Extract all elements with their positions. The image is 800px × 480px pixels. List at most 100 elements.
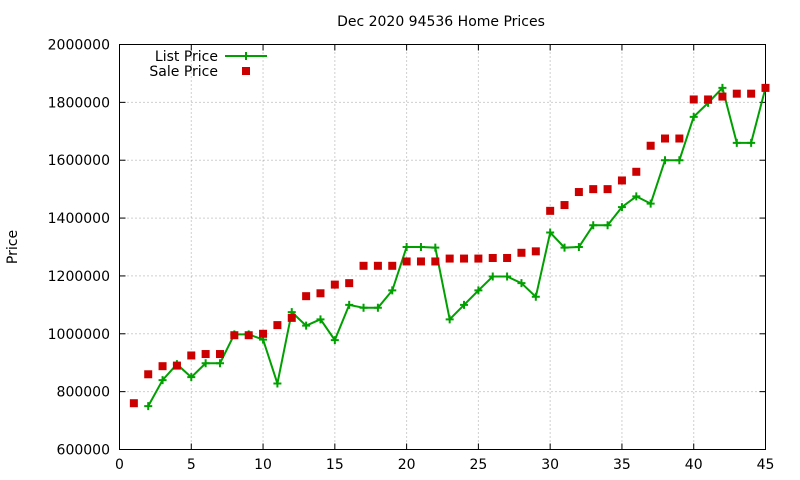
- list-price-point: [273, 379, 282, 388]
- sale-price-point: [718, 92, 727, 101]
- sale-price-point: [574, 188, 583, 197]
- list-price-point: [632, 192, 641, 201]
- x-tick-label: 35: [613, 457, 631, 473]
- y-tick-label: 600000: [57, 443, 110, 459]
- sale-price-point: [503, 253, 512, 262]
- list-price-point: [474, 286, 483, 295]
- list-price-point: [732, 138, 741, 147]
- y-tick-label: 800000: [57, 385, 110, 401]
- series-list-price: [144, 83, 770, 411]
- sale-price-point: [661, 134, 670, 143]
- sale-price-point: [747, 89, 756, 98]
- sale-price-point: [732, 89, 741, 98]
- sale-price-point: [129, 399, 138, 408]
- x-tick-label: 30: [541, 457, 559, 473]
- y-tick-label: 1200000: [48, 269, 110, 285]
- sale-price-point: [617, 176, 626, 185]
- sale-price-point: [761, 83, 770, 92]
- sale-price-point: [287, 313, 296, 322]
- sale-price-point: [359, 261, 368, 270]
- sale-price-point: [445, 254, 454, 263]
- list-price-point: [402, 243, 411, 251]
- list-price-point: [316, 315, 325, 324]
- legend-marker-sale-price: [242, 67, 250, 75]
- sale-price-point: [531, 247, 540, 256]
- list-price-point: [560, 243, 569, 252]
- list-price-point: [503, 272, 512, 281]
- chart-title: Dec 2020 94536 Home Prices: [337, 14, 545, 30]
- list-price-point: [302, 321, 311, 330]
- list-price-point: [388, 286, 397, 295]
- sale-price-point: [187, 351, 196, 360]
- list-price-point: [144, 402, 153, 411]
- y-tick-label: 1400000: [48, 211, 110, 227]
- sale-price-point: [646, 141, 655, 150]
- sale-price-point: [460, 254, 469, 263]
- list-price-line: [147, 85, 767, 407]
- sale-price-point: [632, 167, 641, 176]
- sale-price-point: [603, 185, 612, 194]
- y-tick-label: 1000000: [48, 327, 110, 343]
- grid-lines: [119, 44, 766, 450]
- legend: List Price Sale Price: [149, 49, 267, 80]
- sale-price-point: [345, 279, 354, 288]
- sale-price-point: [230, 331, 239, 340]
- sale-price-point: [416, 257, 425, 266]
- list-price-point: [373, 303, 382, 312]
- sale-price-point: [158, 362, 167, 371]
- list-price-point: [416, 243, 425, 251]
- x-tick-label: 5: [187, 457, 196, 473]
- x-tick-label: 0: [115, 457, 124, 473]
- list-price-point: [661, 156, 670, 165]
- x-tick-label: 40: [685, 457, 703, 473]
- list-price-point: [675, 156, 684, 165]
- list-price-point: [158, 376, 167, 385]
- sale-price-point: [144, 370, 153, 379]
- sale-price-point: [589, 185, 598, 194]
- list-price-point: [488, 272, 497, 281]
- list-price-point: [330, 336, 339, 345]
- sale-price-point: [330, 280, 339, 289]
- sale-price-point: [388, 261, 397, 270]
- list-price-point: [445, 315, 454, 324]
- sale-price-point: [689, 95, 698, 104]
- list-price-point: [531, 292, 540, 301]
- sale-price-point: [474, 254, 483, 263]
- list-price-point: [747, 138, 756, 147]
- sale-price-point: [215, 350, 224, 359]
- y-axis-label: Price: [5, 230, 21, 264]
- list-price-point: [617, 203, 626, 212]
- list-price-point: [517, 279, 526, 288]
- x-tick-label: 10: [254, 457, 272, 473]
- list-price-point: [215, 359, 224, 368]
- x-tick-label: 20: [398, 457, 416, 473]
- sale-price-point: [402, 257, 411, 266]
- sale-price-point: [517, 248, 526, 257]
- list-price-point: [589, 221, 598, 230]
- legend-label-list-price: List Price: [155, 49, 218, 65]
- legend-marker-list-price: [242, 52, 250, 60]
- sale-price-point: [273, 321, 282, 330]
- x-tick-label: 15: [326, 457, 344, 473]
- sale-price-point: [675, 134, 684, 143]
- list-price-point: [460, 300, 469, 309]
- sale-price-point: [244, 331, 253, 340]
- y-tick-label: 1800000: [48, 95, 110, 111]
- sale-price-point: [704, 95, 713, 104]
- sale-price-point: [373, 261, 382, 270]
- x-tick-label: 25: [469, 457, 487, 473]
- sale-price-point: [431, 257, 440, 266]
- list-price-point: [345, 300, 354, 309]
- sale-price-point: [546, 206, 555, 215]
- sale-price-point: [302, 292, 311, 301]
- sale-price-point: [316, 289, 325, 298]
- sale-price-point: [560, 201, 569, 210]
- series-sale-price: [129, 83, 770, 408]
- x-tick-label: 45: [757, 457, 775, 473]
- list-price-point: [546, 228, 555, 237]
- list-price-point: [603, 221, 612, 230]
- x-tick-labels: 0 5 10 15 20 25 30 35 40 45: [115, 457, 774, 473]
- list-price-point: [689, 112, 698, 121]
- sale-price-point: [172, 361, 181, 370]
